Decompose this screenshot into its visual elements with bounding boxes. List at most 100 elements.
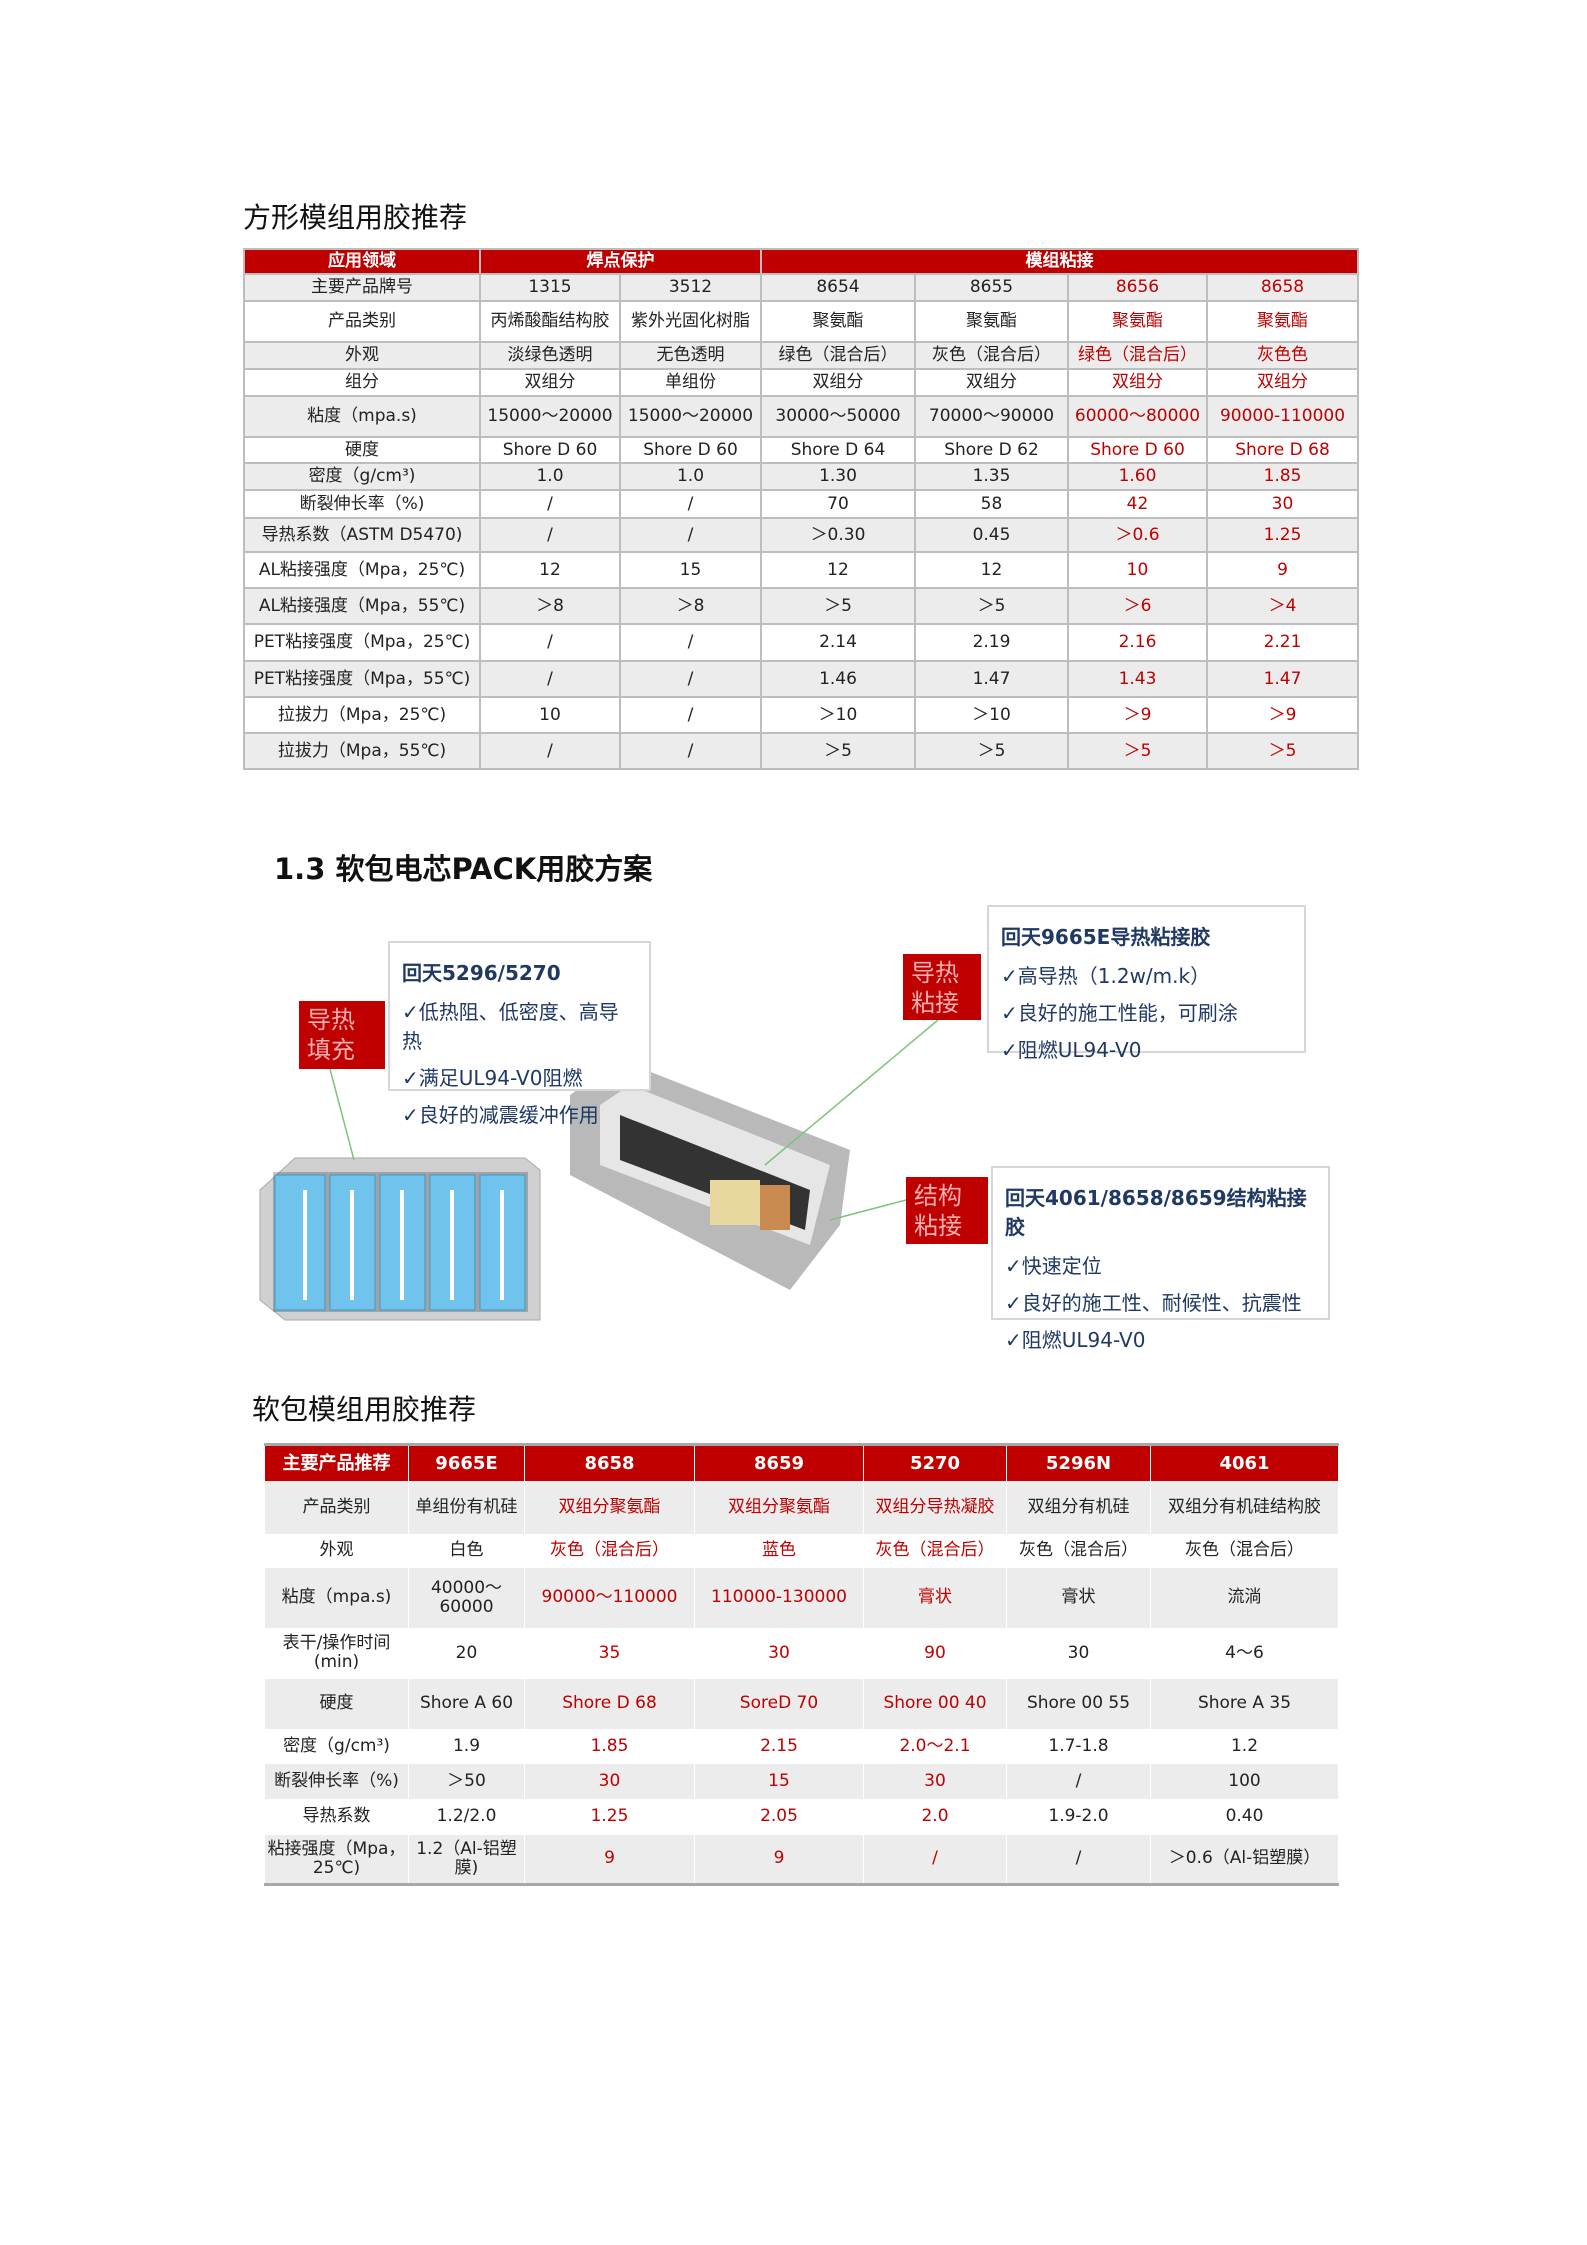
cell: 1.25 [524,1798,695,1835]
cell: 2.19 [914,623,1069,662]
table-row: AL粘接强度（Mpa，55℃) ＞8 ＞8 ＞5 ＞5 ＞6 ＞4 [243,587,1359,625]
cell: 双组分有机硅结构胶 [1150,1480,1339,1534]
cell: 8656 [1067,273,1208,302]
row-label: PET粘接强度（Mpa，55℃) [243,660,481,698]
cell: Shore D 62 [914,436,1069,464]
cell: 双组分 [914,368,1069,397]
cell: ＞5 [914,587,1069,625]
table-header-row: 主要产品推荐 9665E 8658 8659 5270 5296N 4061 [264,1444,1339,1481]
callout-5296-5270: 回天5296/5270 ✓低热阻、低密度、高导热 ✓满足UL94-V0阻燃 ✓良… [388,941,651,1127]
cell: Shore A 60 [408,1678,525,1729]
callout-title: 回天4061/8658/8659结构粘接胶 [1005,1186,1307,1239]
row-label: 外观 [243,341,481,370]
table-row: 表干/操作时间(min) 20 35 30 90 30 4～6 [264,1627,1339,1679]
cell: 绿色（混合后） [760,341,916,370]
row-label: 组分 [243,368,481,397]
cell: 白色 [408,1533,525,1568]
cell: 1.9-2.0 [1006,1798,1151,1835]
callout-title: 回天9665E导热粘接胶 [1001,925,1211,949]
cell: 15 [619,551,762,589]
cell: 60000～80000 [1067,395,1208,438]
cell: 70 [760,489,916,519]
cell: ＞5 [760,732,916,770]
cell: 1315 [479,273,621,302]
cell: ＞5 [1206,732,1359,770]
header-cell: 8659 [694,1444,864,1481]
cell: / [619,623,762,662]
row-label: 粘度（mpa.s) [264,1567,409,1628]
cell: 1.60 [1067,462,1208,491]
cell: 1.47 [914,660,1069,698]
cell: 聚氨酯 [1067,300,1208,343]
row-label: 导热系数（ASTM D5470) [243,517,481,553]
cell: ＞0.6（Al-铝塑膜） [1150,1834,1339,1885]
cell: 双组分聚氨酯 [694,1480,864,1534]
header-cell: 5270 [863,1444,1007,1481]
cell: 双组分 [760,368,916,397]
cell: ＞50 [408,1763,525,1799]
table-row: PET粘接强度（Mpa，55℃) //1.46 1.47 1.43 1.47 [243,660,1359,698]
table-row: 产品类别 丙烯酸酯结构胶 紫外光固化树脂 聚氨酯 聚氨酯 聚氨酯 聚氨酯 [243,300,1359,343]
cell: 30 [863,1763,1007,1799]
row-label: 密度（g/cm³) [264,1728,409,1764]
callout-item: ✓满足UL94-V0阻燃 [402,1066,583,1090]
cell: 30 [1006,1627,1151,1679]
cell: ＞8 [479,587,621,625]
cell: 1.47 [1206,660,1359,698]
callout-item: ✓高导热（1.2w/m.k） [1001,964,1211,988]
header-cell: 模组粘接 [760,248,1359,275]
cell: 10 [479,696,621,734]
row-label: 硬度 [264,1678,409,1729]
table-row: 外观 淡绿色透明 无色透明 绿色（混合后） 灰色（混合后） 绿色（混合后） 灰色色 [243,341,1359,370]
cell: 1.0 [619,462,762,491]
table-row: 粘度（mpa.s) 15000～20000 15000～20000 30000～500… [243,395,1359,438]
row-label: 拉拔力（Mpa，25℃) [243,696,481,734]
pouch-module-table: 主要产品推荐 9665E 8658 8659 5270 5296N 4061 产品类别 单组份有… [264,1443,1339,1886]
cell: Shore D 60 [1067,436,1208,464]
cell: ＞5 [914,732,1069,770]
cell: / [1006,1763,1151,1799]
cell: Shore 00 40 [863,1678,1007,1729]
table-header-row: 应用领域 焊点保护 模组粘接 [243,248,1359,275]
cell: 双组分 [1067,368,1208,397]
cell: ＞0.6 [1067,517,1208,553]
cell: 30 [1206,489,1359,519]
cell: 双组分导热凝胶 [863,1480,1007,1534]
row-label: 断裂伸长率（%) [243,489,481,519]
cell: 20 [408,1627,525,1679]
cell: / [863,1834,1007,1885]
cell: 膏状 [863,1567,1007,1628]
cell: 2.16 [1067,623,1208,662]
row-label: AL粘接强度（Mpa，55℃) [243,587,481,625]
cell: Shore D 68 [524,1678,695,1729]
row-label: 密度（g/cm³) [243,462,481,491]
cell: ＞8 [619,587,762,625]
callout-title: 回天5296/5270 [402,961,561,985]
table-row: 硬度 Shore D 60 Shore D 60 Shore D 64 Shore D … [243,436,1359,464]
cell: ＞6 [1067,587,1208,625]
cell: 聚氨酯 [1206,300,1359,343]
cell: ＞9 [1206,696,1359,734]
cell: Shore A 35 [1150,1678,1339,1729]
callout-9665e: 回天9665E导热粘接胶 ✓高导热（1.2w/m.k） ✓良好的施工性能，可刷涂… [987,905,1306,1062]
header-cell: 9665E [408,1444,525,1481]
cell: 双组分有机硅 [1006,1480,1151,1534]
cell: 流淌 [1150,1567,1339,1628]
cell: ＞10 [914,696,1069,734]
table-row: 密度（g/cm³) 1.9 1.85 2.15 2.0～2.1 1.7-1.8 1.2 [264,1728,1339,1764]
row-label: 外观 [264,1533,409,1568]
table-row: 粘度（mpa.s) 40000～60000 90000～110000 110000-1… [264,1567,1339,1628]
cell: 15 [694,1763,864,1799]
cell: Shore D 60 [479,436,621,464]
cell: 双组分 [479,368,621,397]
cell: / [479,623,621,662]
row-label: PET粘接强度（Mpa，25℃) [243,623,481,662]
table-row: 外观 白色 灰色（混合后） 蓝色 灰色（混合后） 灰色（混合后） 灰色（混合后） [264,1533,1339,1568]
cell: 100 [1150,1763,1339,1799]
header-cell: 8658 [524,1444,695,1481]
cell: / [619,732,762,770]
cell: Shore D 60 [619,436,762,464]
cell: Shore D 68 [1206,436,1359,464]
cell: 2.15 [694,1728,864,1764]
tag-thermal-filling: 导热 填充 [299,1001,385,1069]
